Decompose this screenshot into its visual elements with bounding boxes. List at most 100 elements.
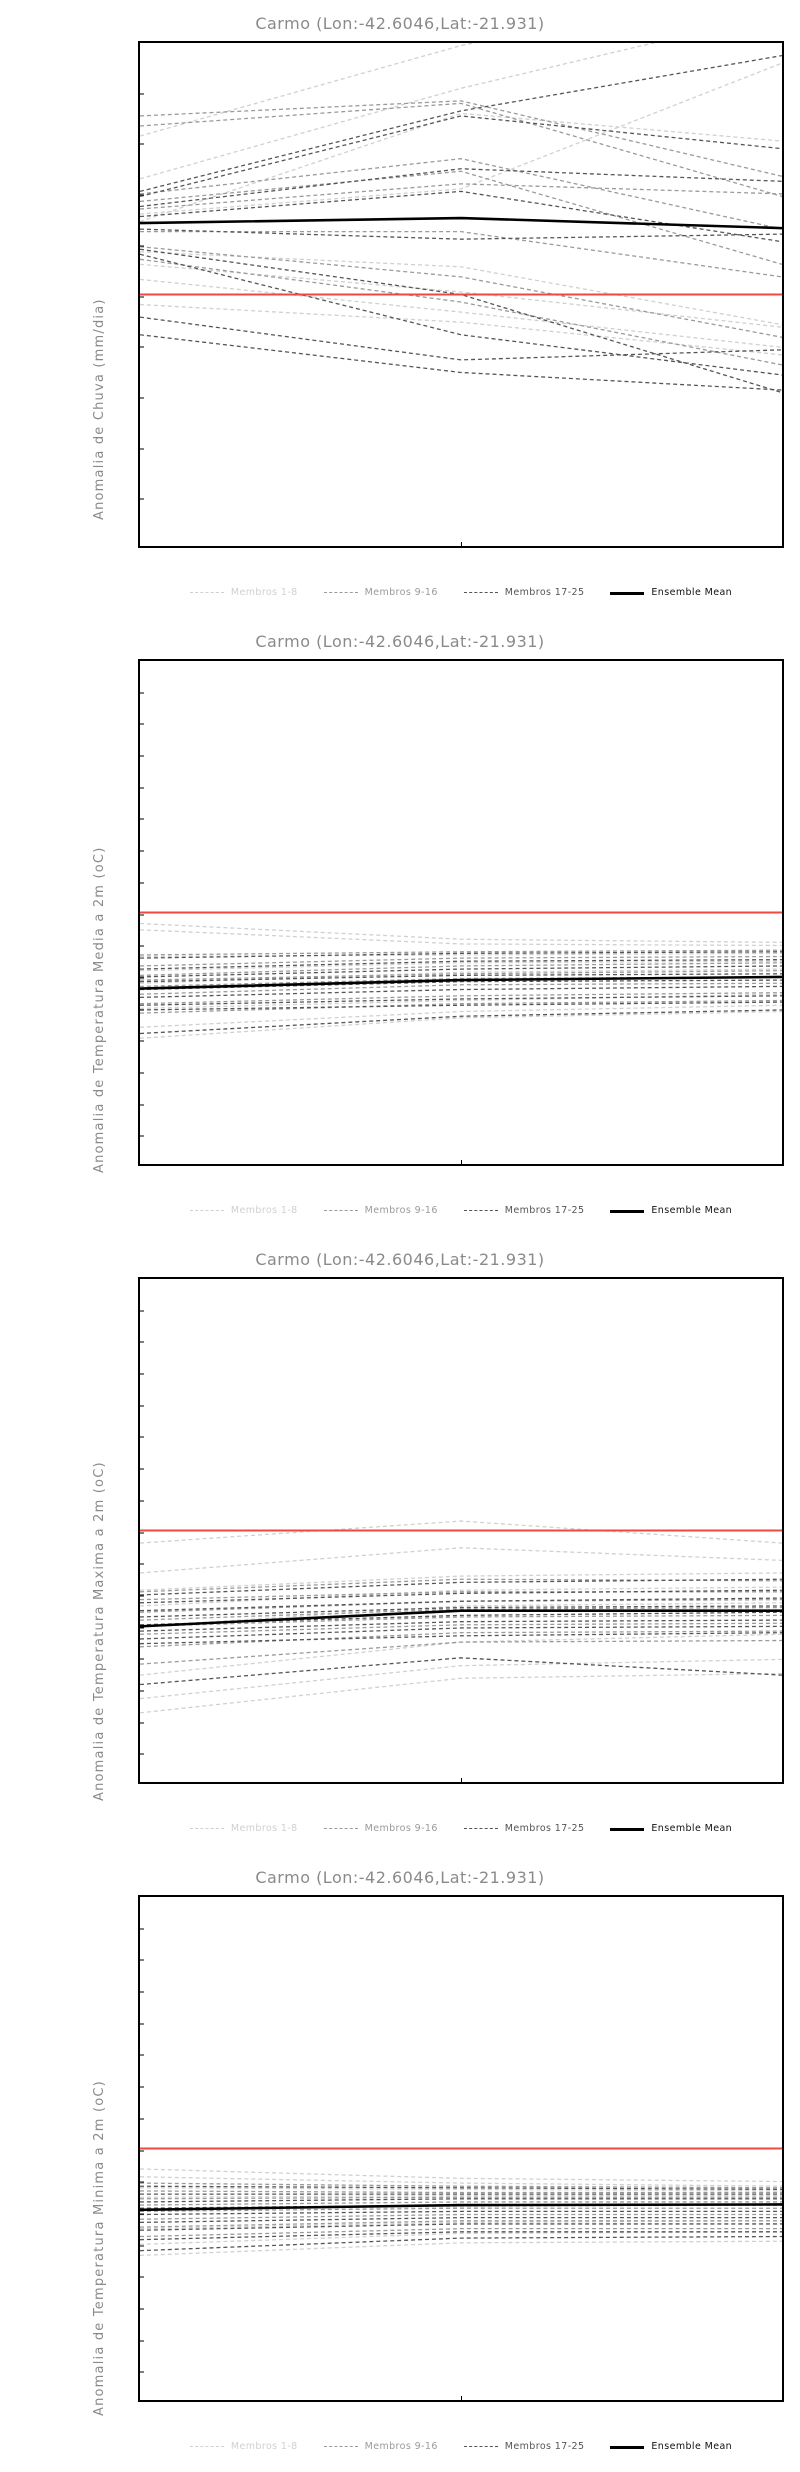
panel-tmax: Carmo (Lon:-42.6046,Lat:-21.931) Anomali… [0,1236,800,1854]
y-axis-tick-mark [140,2340,144,2342]
member-line [140,993,782,1010]
y-axis-tick-mark [140,1959,144,1961]
legend: Membros 1-8 Membros 9-16 Membros 17-25 Ense… [138,1203,784,1217]
member-line [140,115,782,198]
legend-label: Membros 17-25 [504,2440,585,2452]
member-line [140,112,782,223]
member-line [140,2228,782,2238]
member-line [140,2168,782,2183]
member-line [140,1004,782,1028]
y-axis-label: Anomalia de Temperatura Maxima a 2m (oC) [92,1461,107,1801]
legend-item[interactable]: Membros 9-16 [323,2441,438,2452]
y-axis-tick-mark [140,397,144,399]
legend-item[interactable]: Membros 1-8 [189,1823,298,1834]
x-axis-tick-mark [461,1778,462,1782]
y-axis-tick-mark [140,1753,144,1755]
legend-item[interactable]: Ensemble Mean [610,2441,732,2452]
member-line [140,253,782,376]
member-line [140,2195,782,2198]
member-line [140,1589,782,1604]
legend-item[interactable]: Membros 1-8 [189,1204,298,1216]
y-axis-tick-mark [140,755,144,757]
ensemble-mean-line [140,1609,782,1628]
member-line [140,1630,782,1648]
member-line [140,1010,782,1039]
member-line [140,1591,782,1601]
legend-label: Membros 1-8 [230,1204,298,1216]
member-line [140,183,782,210]
member-line [140,248,782,394]
member-line [140,1009,782,1035]
y-axis-tick-mark [140,346,144,348]
member-line [140,102,782,198]
legend-label: Membros 17-25 [504,1204,585,1216]
member-line [140,2176,782,2187]
legend-item[interactable]: Ensemble Mean [610,1823,732,1834]
member-line [140,1586,782,1607]
y-axis-tick-mark [140,1627,144,1629]
plot-area[interactable]: 876543210-1-2-3-4-5-6-7-8Out/18Nov/18Dez… [138,1895,784,2402]
y-axis-tick-mark [140,1040,144,1042]
legend-item[interactable]: Membros 9-16 [323,586,438,598]
y-axis-tick-mark [140,2150,144,2151]
ensemble-mean-line [140,2203,782,2212]
member-line [140,2231,782,2241]
y-axis-tick-mark [140,945,144,947]
member-line [140,2213,782,2220]
legend-item[interactable]: Membros 17-25 [463,1204,585,1216]
y-axis-tick-mark [140,1009,144,1011]
member-line [140,2240,782,2257]
y-axis-tick-mark [140,2371,144,2373]
plot-svg [140,2147,782,2257]
y-axis-tick-mark [140,2054,144,2056]
plot-area[interactable]: 543210-1-2-3-4-5Out/18Nov/18Dez/18 [138,41,784,548]
legend-item[interactable]: Membros 1-8 [189,2441,298,2452]
member-line [140,303,782,356]
panel-title: Carmo (Lon:-42.6046,Lat:-21.931) [255,1868,545,1887]
member-line [140,1639,782,1665]
member-line [140,999,782,1014]
member-line [140,1614,782,1628]
legend-item[interactable]: Ensemble Mean [610,1205,732,1216]
plot-area[interactable]: 876543210-1-2-3-4-5-6-7-8Out/18Nov/18Dez… [138,1277,784,1784]
member-line [140,228,782,240]
member-line [140,190,782,243]
y-axis-tick-mark [140,1690,144,1692]
plot-area[interactable]: 876543210-1-2-3-4-5-6-7-8Out/18Nov/18Dez… [138,659,784,1166]
member-line [140,263,782,328]
y-axis-tick-mark [140,1563,144,1565]
legend-label: Membros 1-8 [230,586,298,598]
y-axis-tick-mark [140,1072,144,1074]
legend-item[interactable]: Membros 9-16 [323,1823,438,1834]
member-line [140,316,782,361]
member-line [140,951,782,959]
y-axis-tick-mark [140,93,144,95]
y-axis-tick-mark [140,143,144,145]
member-line [140,982,782,995]
y-axis-label: Anomalia de Chuva (mm/dia) [92,298,107,520]
member-line [140,955,782,967]
member-line [140,976,782,988]
member-line [140,246,782,338]
member-line [140,100,782,177]
y-axis-tick-mark [140,1532,144,1533]
member-line [140,2187,782,2192]
legend-item[interactable]: Ensemble Mean [610,587,732,598]
member-line [140,334,782,391]
x-axis-tick-mark [461,1160,462,1164]
member-line [140,2210,782,2216]
y-axis-tick-mark [140,787,144,789]
legend-item[interactable]: Membros 1-8 [189,586,298,598]
legend-item[interactable]: Membros 9-16 [323,1205,438,1216]
y-axis-tick-mark [140,1722,144,1724]
panel-precip: Carmo (Lon:-42.6046,Lat:-21.931) Anomali… [0,0,800,618]
panel-tmed: Carmo (Lon:-42.6046,Lat:-21.931) Anomali… [0,618,800,1236]
member-line [140,1632,782,1645]
legend-item[interactable]: Membros 17-25 [463,2440,585,2452]
legend-item[interactable]: Membros 17-25 [463,1823,585,1834]
y-axis-tick-mark [140,1436,144,1438]
legend-label: Membros 9-16 [364,586,438,598]
legend-item[interactable]: Membros 17-25 [463,587,585,598]
member-line [140,949,782,956]
member-line [140,1578,782,1593]
